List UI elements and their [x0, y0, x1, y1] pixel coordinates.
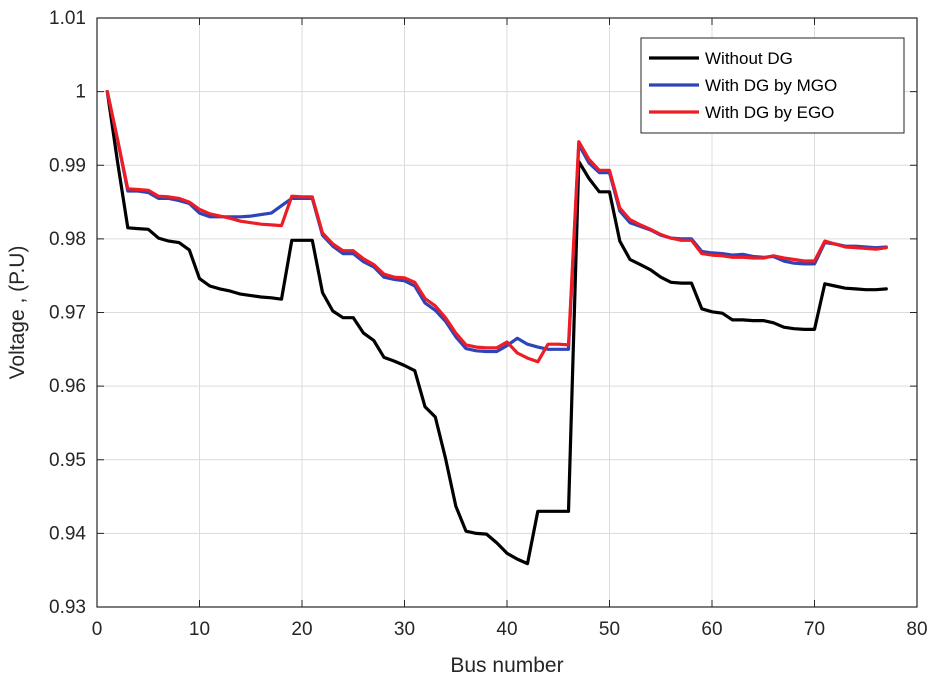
series-line-without-dg [105, 89, 888, 566]
x-tick-label: 50 [599, 619, 620, 640]
series-lines [105, 89, 888, 566]
x-tick-label: 40 [496, 619, 517, 640]
x-tick-label: 0 [92, 619, 103, 640]
y-tick-label: 0.96 [49, 376, 86, 397]
legend-label-without-dg: Without DG [705, 49, 793, 68]
x-axis-ticks: 0 10 20 30 40 50 60 70 80 [92, 18, 928, 640]
y-tick-label: 0.93 [49, 597, 86, 618]
y-tick-label: 1 [75, 82, 86, 103]
y-tick-label: 0.94 [49, 523, 86, 544]
y-axis-ticks: 0.93 0.94 0.95 0.96 0.97 0.98 0.99 1 1.01 [49, 8, 917, 618]
x-tick-label: 30 [394, 619, 415, 640]
y-tick-label: 0.95 [49, 450, 86, 471]
series-line-with-dg-by-ego [105, 89, 888, 364]
y-tick-label: 0.98 [49, 229, 86, 250]
x-axis-title: Bus number [450, 654, 563, 677]
y-tick-label: 1.01 [49, 8, 86, 29]
x-tick-label: 80 [906, 619, 927, 640]
legend-label-with-dg-by-mgo: With DG by MGO [705, 76, 837, 95]
legend-label-with-dg-by-ego: With DG by EGO [705, 103, 834, 122]
y-axis-title: Voltage , (P.U) [6, 246, 29, 380]
x-tick-label: 20 [291, 619, 312, 640]
x-tick-label: 70 [804, 619, 825, 640]
x-tick-label: 10 [189, 619, 210, 640]
y-tick-label: 0.99 [49, 155, 86, 176]
x-tick-label: 60 [701, 619, 722, 640]
y-tick-label: 0.97 [49, 303, 86, 324]
legend: Without DG With DG by MGO With DG by EGO [640, 37, 905, 134]
